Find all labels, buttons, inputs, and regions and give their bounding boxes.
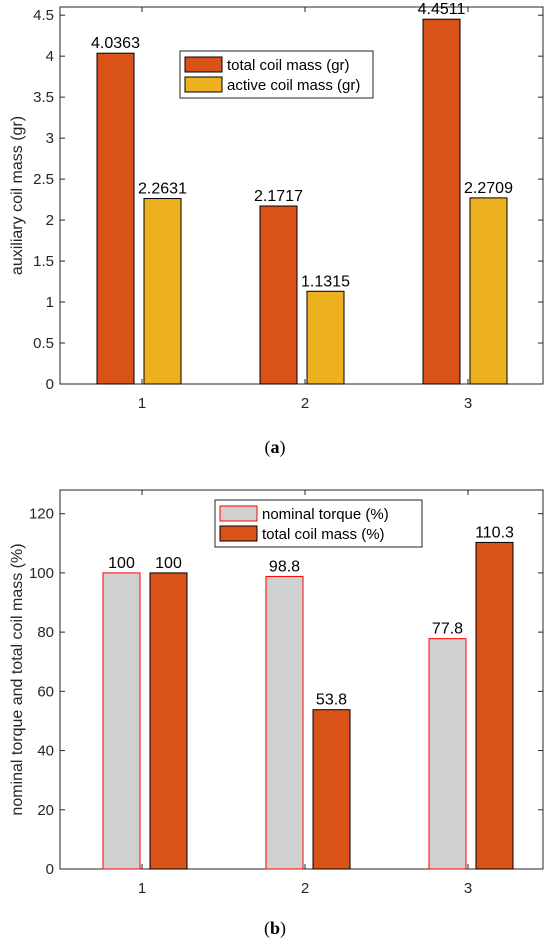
legend-label-b: nominal torque (%) — [262, 506, 389, 523]
bar-value-label-b: 98.8 — [269, 558, 300, 575]
bar-value-label-b: 100 — [155, 555, 182, 572]
bar-a-s2-2 — [306, 290, 345, 385]
legend-swatch-b — [219, 505, 258, 522]
y-tick-label-a: 1.5 — [33, 253, 54, 270]
y-tick-label-b: 20 — [37, 802, 54, 819]
bar-a-s1-3 — [422, 18, 461, 385]
bar-value-label-b: 77.8 — [432, 621, 463, 638]
bar-value-label-a: 2.1717 — [254, 188, 303, 205]
y-tick-label-a: 2 — [46, 212, 54, 229]
y-axis-label-b: nominal torque and total coil mass (%) — [9, 543, 26, 815]
y-tick-label-a: 0 — [46, 376, 54, 393]
y-tick-label-b: 120 — [29, 506, 54, 523]
legend-label-a: active coil mass (gr) — [227, 77, 360, 94]
bar-a-s2-1 — [143, 198, 182, 385]
bar-b-s2-3 — [475, 541, 514, 870]
bar-value-label-a: 2.2631 — [138, 181, 187, 198]
legend-label-a: total coil mass (gr) — [227, 57, 350, 74]
bar-b-s1-2 — [265, 575, 304, 870]
y-tick-label-a: 1 — [46, 294, 54, 311]
y-tick-label-a: 3 — [46, 130, 54, 147]
y-tick-label-b: 80 — [37, 624, 54, 641]
bar-value-label-a: 4.4511 — [418, 1, 466, 18]
y-tick-label-a: 4.5 — [33, 7, 54, 24]
legend-label-b: total coil mass (%) — [262, 526, 385, 543]
plot-area-a — [59, 6, 544, 385]
legend-swatch-b — [219, 525, 258, 542]
bar-b-s2-2 — [312, 709, 351, 870]
y-tick-label-b: 100 — [29, 565, 54, 582]
y-tick-label-a: 2.5 — [33, 171, 54, 188]
bar-b-s1-1 — [102, 572, 141, 870]
y-tick-label-b: 40 — [37, 743, 54, 760]
bar-value-label-a: 4.0363 — [91, 35, 140, 52]
bar-a-s1-2 — [259, 205, 298, 385]
y-tick-label-a: 3.5 — [33, 89, 54, 106]
x-tick-label-b: 1 — [138, 880, 146, 897]
bar-a-s1-1 — [96, 52, 135, 385]
bar-value-label-b: 100 — [108, 555, 135, 572]
bar-a-s2-3 — [469, 197, 508, 385]
x-tick-label-a: 2 — [301, 395, 309, 412]
bar-value-label-b: 53.8 — [316, 692, 347, 709]
legend-swatch-a — [184, 56, 223, 73]
legend-swatch-a — [184, 76, 223, 93]
x-tick-label-b: 2 — [301, 880, 309, 897]
y-tick-label-b: 0 — [46, 861, 54, 878]
y-tick-label-a: 4 — [46, 48, 54, 65]
x-tick-label-a: 3 — [464, 395, 472, 412]
chart-b: 0 20 40 60 80 100 120 nominal torque and total … — [9, 489, 544, 897]
bar-value-label-a: 1.1315 — [301, 273, 350, 290]
bar-value-label-a: 2.2709 — [464, 180, 513, 197]
y-axis-label-a: auxiliary coil mass (gr) — [9, 116, 26, 275]
bar-value-label-b: 110.3 — [475, 524, 514, 541]
bar-b-s2-1 — [149, 572, 188, 870]
caption-b-letter: b — [269, 918, 280, 938]
chart-a: 0 0.5 1 1.5 2 2.5 3 3.5 4 4.5 auxiliary coil mass … — [9, 1, 544, 412]
caption-a: (a) — [264, 437, 286, 457]
caption-b: (b) — [263, 918, 286, 938]
caption-a-letter: a — [270, 437, 280, 457]
y-tick-label-a: 0.5 — [33, 335, 54, 352]
bar-b-s1-3 — [428, 638, 467, 870]
x-tick-label-b: 3 — [464, 880, 472, 897]
x-tick-label-a: 1 — [138, 395, 146, 412]
y-tick-label-b: 60 — [37, 683, 54, 700]
